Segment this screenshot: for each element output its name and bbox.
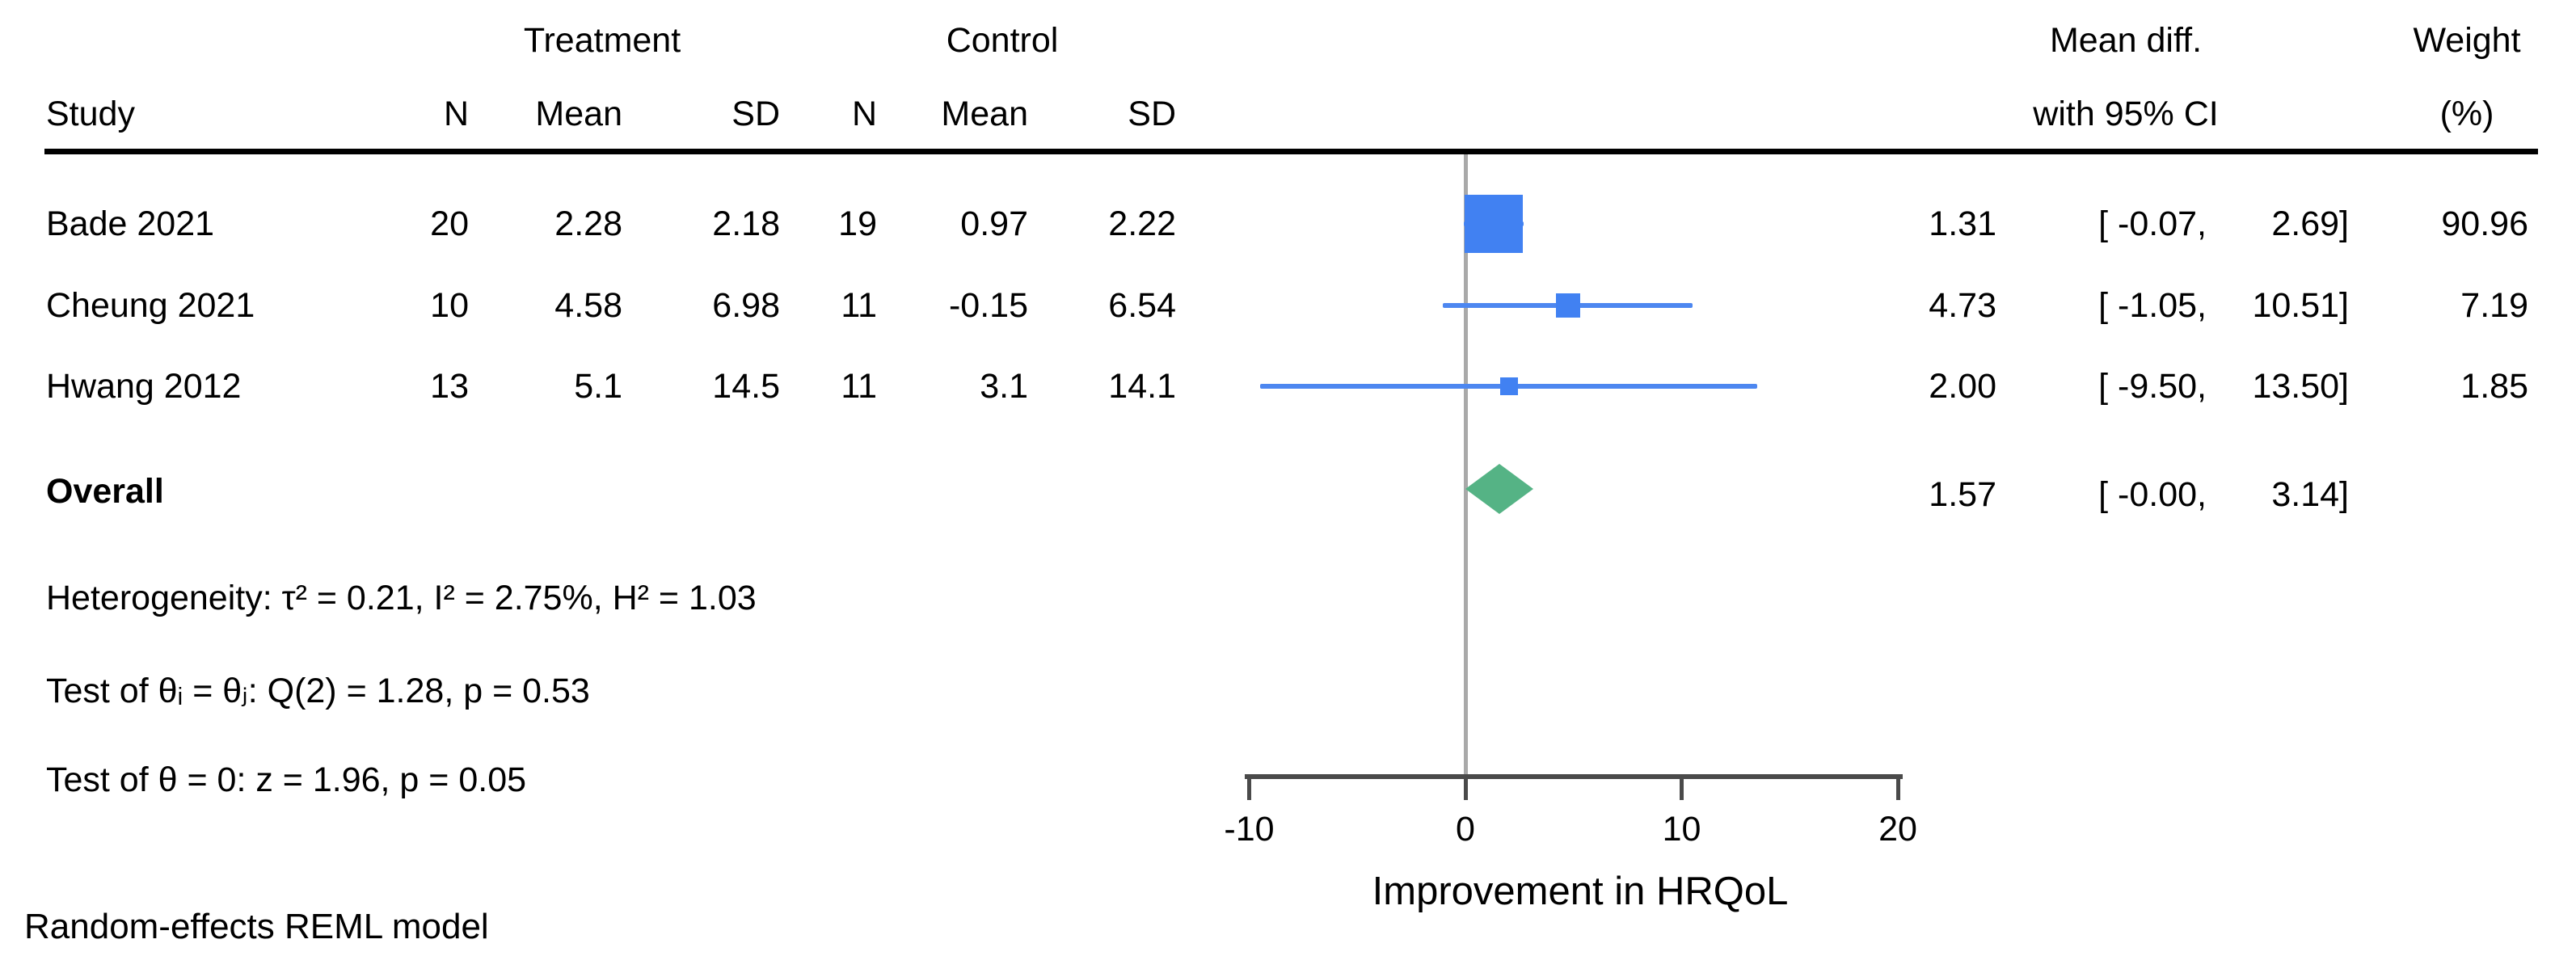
- table-cell: 2.22: [1108, 204, 1176, 243]
- point-estimate-marker: [1465, 195, 1524, 253]
- table-cell: 2.28: [554, 204, 622, 243]
- effect-ci-cell: 13.50]: [2252, 367, 2349, 406]
- x-axis-tick-label: -10: [1224, 810, 1275, 849]
- overall-label: Overall: [46, 472, 164, 511]
- control-group-header: Control: [946, 21, 1059, 60]
- table-cell: 19: [838, 204, 877, 243]
- effect-ci-cell: [ -0.07,: [2098, 204, 2207, 243]
- overall-diamond: [1465, 464, 1533, 514]
- table-cell: 5.1: [574, 367, 622, 406]
- table-cell: 6.98: [712, 286, 780, 325]
- table-cell: 14.1: [1108, 367, 1176, 406]
- study-name: Bade 2021: [46, 204, 215, 243]
- weight-cell: 1.85: [2460, 367, 2528, 406]
- weight-cell: 90.96: [2441, 204, 2528, 243]
- table-cell: 3.1: [980, 367, 1028, 406]
- x-axis-tick: [1463, 774, 1468, 800]
- x-axis-tick-label: 20: [1878, 810, 1917, 849]
- heterogeneity-stats: Heterogeneity: τ² = 0.21, I² = 2.75%, H²…: [46, 579, 757, 617]
- weight-header-line1: Weight: [2413, 21, 2521, 60]
- table-cell: 11: [841, 286, 877, 325]
- point-estimate-marker: [1499, 377, 1518, 395]
- control-sd-header: SD: [1128, 95, 1176, 133]
- overall-effect-ci-cell: 1.57: [1929, 475, 1996, 514]
- effect-header-line2: with 95% CI: [2033, 95, 2219, 133]
- treatment-group-header: Treatment: [523, 21, 681, 60]
- model-note: Random-effects REML model: [24, 907, 489, 946]
- effect-ci-cell: 2.00: [1929, 367, 1996, 406]
- x-axis-title: Improvement in HRQoL: [1372, 870, 1789, 913]
- x-axis-tick: [1247, 774, 1251, 800]
- zero-reference-line: [1464, 154, 1468, 774]
- table-cell: 14.5: [712, 367, 780, 406]
- table-cell: 10: [430, 286, 469, 325]
- treatment-mean-header: Mean: [535, 95, 622, 133]
- study-name: Cheung 2021: [46, 286, 255, 325]
- x-axis-line: [1245, 774, 1903, 779]
- table-cell: 11: [841, 367, 877, 406]
- control-n-header: N: [851, 95, 877, 133]
- table-cell: 13: [430, 367, 469, 406]
- table-cell: 6.54: [1108, 286, 1176, 325]
- table-cell: 20: [430, 204, 469, 243]
- x-axis-tick-label: 10: [1662, 810, 1701, 849]
- table-cell: 2.18: [712, 204, 780, 243]
- x-axis-tick-label: 0: [1456, 810, 1475, 849]
- effect-ci-cell: 4.73: [1929, 286, 1996, 325]
- x-axis-tick: [1680, 774, 1684, 800]
- effect-ci-cell: [ -9.50,: [2098, 367, 2207, 406]
- x-axis-tick: [1895, 774, 1900, 800]
- table-cell: 0.97: [960, 204, 1028, 243]
- header-divider: [44, 149, 2538, 154]
- overall-effect-ci-cell: [ -0.00,: [2098, 475, 2207, 514]
- study-name: Hwang 2012: [46, 367, 242, 406]
- effect-ci-cell: 2.69]: [2271, 204, 2349, 243]
- effect-header-line1: Mean diff.: [2049, 21, 2203, 60]
- test-between-stats: Test of θᵢ = θⱼ: Q(2) = 1.28, p = 0.53: [46, 672, 590, 710]
- effect-ci-cell: 1.31: [1929, 204, 1996, 243]
- point-estimate-marker: [1555, 293, 1580, 318]
- overall-effect-ci-cell: 3.14]: [2271, 475, 2349, 514]
- table-cell: 4.58: [554, 286, 622, 325]
- control-mean-header: Mean: [941, 95, 1028, 133]
- effect-ci-cell: [ -1.05,: [2098, 286, 2207, 325]
- effect-ci-cell: 10.51]: [2252, 286, 2349, 325]
- weight-cell: 7.19: [2460, 286, 2528, 325]
- test-zero-stats: Test of θ = 0: z = 1.96, p = 0.05: [46, 760, 527, 799]
- table-cell: -0.15: [948, 286, 1028, 325]
- weight-header-line2: (%): [2439, 95, 2494, 133]
- treatment-sd-header: SD: [731, 95, 780, 133]
- treatment-n-header: N: [443, 95, 469, 133]
- study-column-header: Study: [46, 95, 135, 133]
